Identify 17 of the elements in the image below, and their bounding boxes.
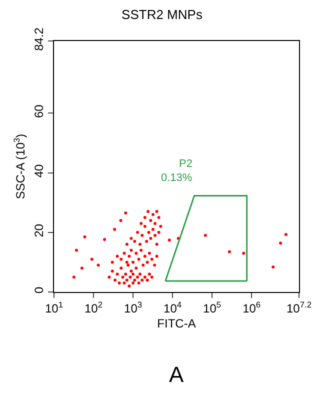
x-tick-label: 10$^{7.2}$ [286,299,312,316]
y-tick-label: 40 [32,164,46,178]
annotation: 0.13% [161,172,192,184]
x-tick-label: 10$^{4}$ [164,299,182,316]
y-tick-label: 20 [32,224,46,238]
x-tick-label: 10$^{6}$ [242,299,261,316]
chart-title: SSTR2 MNPs [122,7,203,22]
x-tick-label: 10$^{2}$ [84,299,103,316]
x-tick-label: 10$^{5}$ [203,299,222,316]
y-tick-label: 0 [32,286,46,294]
x-tick-label: 10$^{1}$ [44,299,64,316]
y-tick-label: 60 [32,104,46,118]
y-tick-label: 84.2 [32,27,46,51]
x-tick-label: 10$^{3}$ [124,299,142,316]
x-axis-title: FITC-A [157,316,196,330]
text: A [169,362,184,387]
text: P2 [179,158,192,170]
